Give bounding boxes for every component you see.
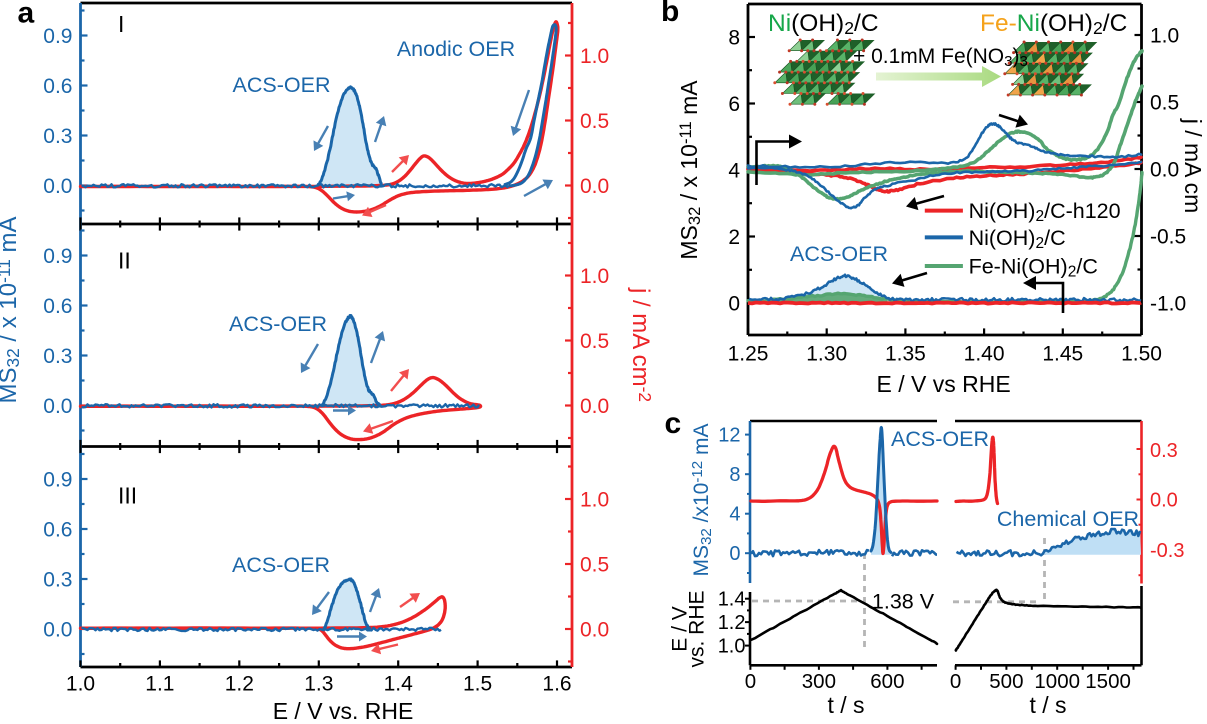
svg-text:I: I [118,11,124,37]
svg-text:vs. RHE: vs. RHE [686,590,709,667]
svg-text:t / s: t / s [1029,692,1066,718]
svg-text:ACS-OER: ACS-OER [891,427,989,451]
svg-text:Ni(OH)2/C-h120: Ni(OH)2/C-h120 [969,199,1121,225]
svg-text:0: 0 [729,543,740,565]
svg-text:MS32 / x 10-11 mA: MS32 / x 10-11 mA [676,80,705,260]
svg-text:Fe-Ni(OH)2/C: Fe-Ni(OH)2/C [969,255,1098,281]
svg-text:1.30: 1.30 [806,343,847,366]
svg-text:1.6: 1.6 [542,673,571,696]
svg-text:E / V vs. RHE: E / V vs. RHE [273,698,414,724]
svg-text:-0.3: -0.3 [1150,540,1184,562]
svg-text:ACS-OER: ACS-OER [229,312,327,336]
svg-text:4: 4 [728,160,740,183]
svg-text:0.3: 0.3 [43,569,72,592]
svg-text:0: 0 [950,670,961,693]
svg-text:II: II [118,248,131,274]
svg-text:0.9: 0.9 [43,469,72,492]
svg-text:0.0: 0.0 [1150,490,1178,512]
svg-text:1.25: 1.25 [728,343,769,366]
svg-text:ACS-OER: ACS-OER [790,242,888,266]
svg-text:0.5: 0.5 [580,330,609,353]
svg-text:500: 500 [989,670,1023,693]
svg-text:1.0: 1.0 [580,489,609,512]
svg-text:1.4: 1.4 [384,673,414,696]
svg-text:1500: 1500 [1085,670,1131,693]
svg-text:Chemical OER: Chemical OER [997,507,1139,531]
svg-text:t / s: t / s [827,692,864,718]
svg-text:III: III [118,483,137,509]
svg-text:8: 8 [728,27,740,50]
svg-text:c: c [665,407,682,440]
svg-text:Ni(OH)2/C: Ni(OH)2/C [969,226,1066,252]
svg-text:1000: 1000 [1034,670,1080,693]
svg-text:0.0: 0.0 [1150,159,1179,182]
svg-text:1.50: 1.50 [1121,343,1162,366]
svg-text:300: 300 [802,670,836,693]
svg-text:2: 2 [728,226,740,249]
svg-text:-0.5: -0.5 [1150,226,1186,249]
svg-text:0.6: 0.6 [43,295,72,318]
svg-text:600: 600 [870,670,904,693]
svg-text:0.5: 0.5 [580,110,609,133]
svg-text:1.45: 1.45 [1042,343,1083,366]
svg-text:0.3: 0.3 [43,345,72,368]
svg-text:1.5: 1.5 [463,673,492,696]
svg-text:0: 0 [728,293,740,316]
svg-text:4: 4 [729,504,740,526]
svg-text:0.0: 0.0 [580,619,609,642]
svg-text:E / V vs RHE: E / V vs RHE [876,371,1010,397]
svg-text:0.5: 0.5 [1150,92,1179,115]
svg-text:1.2: 1.2 [718,612,746,634]
svg-text:1.0: 1.0 [66,673,95,696]
svg-text:1.0: 1.0 [580,45,609,68]
svg-text:0: 0 [745,670,756,693]
svg-text:Anodic OER: Anodic OER [397,37,515,61]
svg-text:j / mA cm-2: j / mA cm-2 [627,287,655,402]
svg-text:1.4: 1.4 [718,589,746,611]
svg-text:0.5: 0.5 [580,554,609,577]
svg-text:1.2: 1.2 [225,673,254,696]
svg-text:j / mA cm: j / mA cm [1180,118,1206,214]
svg-text:ACS-OER: ACS-OER [233,73,331,97]
svg-text:1.0: 1.0 [718,636,746,658]
svg-text:0.0: 0.0 [43,175,72,198]
svg-text:E / V: E / V [669,606,692,652]
svg-text:0.6: 0.6 [43,75,72,98]
svg-text:MS32 /x10-12 mA: MS32 /x10-12 mA [689,424,714,577]
svg-text:1.0: 1.0 [580,265,609,288]
svg-text:6: 6 [728,93,740,116]
svg-text:Ni(OH)2/C: Ni(OH)2/C [768,10,879,38]
svg-text:12: 12 [718,425,740,447]
svg-text:1.35: 1.35 [885,343,926,366]
svg-text:Fe-Ni(OH)2/C: Fe-Ni(OH)2/C [980,10,1127,38]
svg-text:1.40: 1.40 [964,343,1005,366]
svg-text:b: b [661,0,679,28]
svg-text:0.3: 0.3 [1150,440,1178,462]
svg-text:+ 0.1mM Fe(NO3)3: + 0.1mM Fe(NO3)3 [853,45,1028,70]
svg-text:a: a [18,0,35,30]
svg-text:0.9: 0.9 [43,25,72,48]
svg-text:0.0: 0.0 [580,175,609,198]
svg-text:1.38 V: 1.38 V [872,590,935,614]
svg-text:ACS-OER: ACS-OER [232,553,330,577]
svg-text:0.6: 0.6 [43,519,72,542]
svg-text:0.0: 0.0 [43,395,72,418]
svg-text:1.0: 1.0 [1150,25,1179,48]
svg-text:0.3: 0.3 [43,125,72,148]
svg-text:1.3: 1.3 [304,673,333,696]
svg-text:MS32 / x 10-11 mA: MS32 / x 10-11 mA [0,217,23,404]
svg-text:1.1: 1.1 [145,673,174,696]
svg-text:0.0: 0.0 [580,395,609,418]
svg-text:0.9: 0.9 [43,245,72,268]
svg-text:8: 8 [729,464,740,486]
svg-text:0.0: 0.0 [43,619,72,642]
svg-text:-1.0: -1.0 [1150,293,1186,316]
